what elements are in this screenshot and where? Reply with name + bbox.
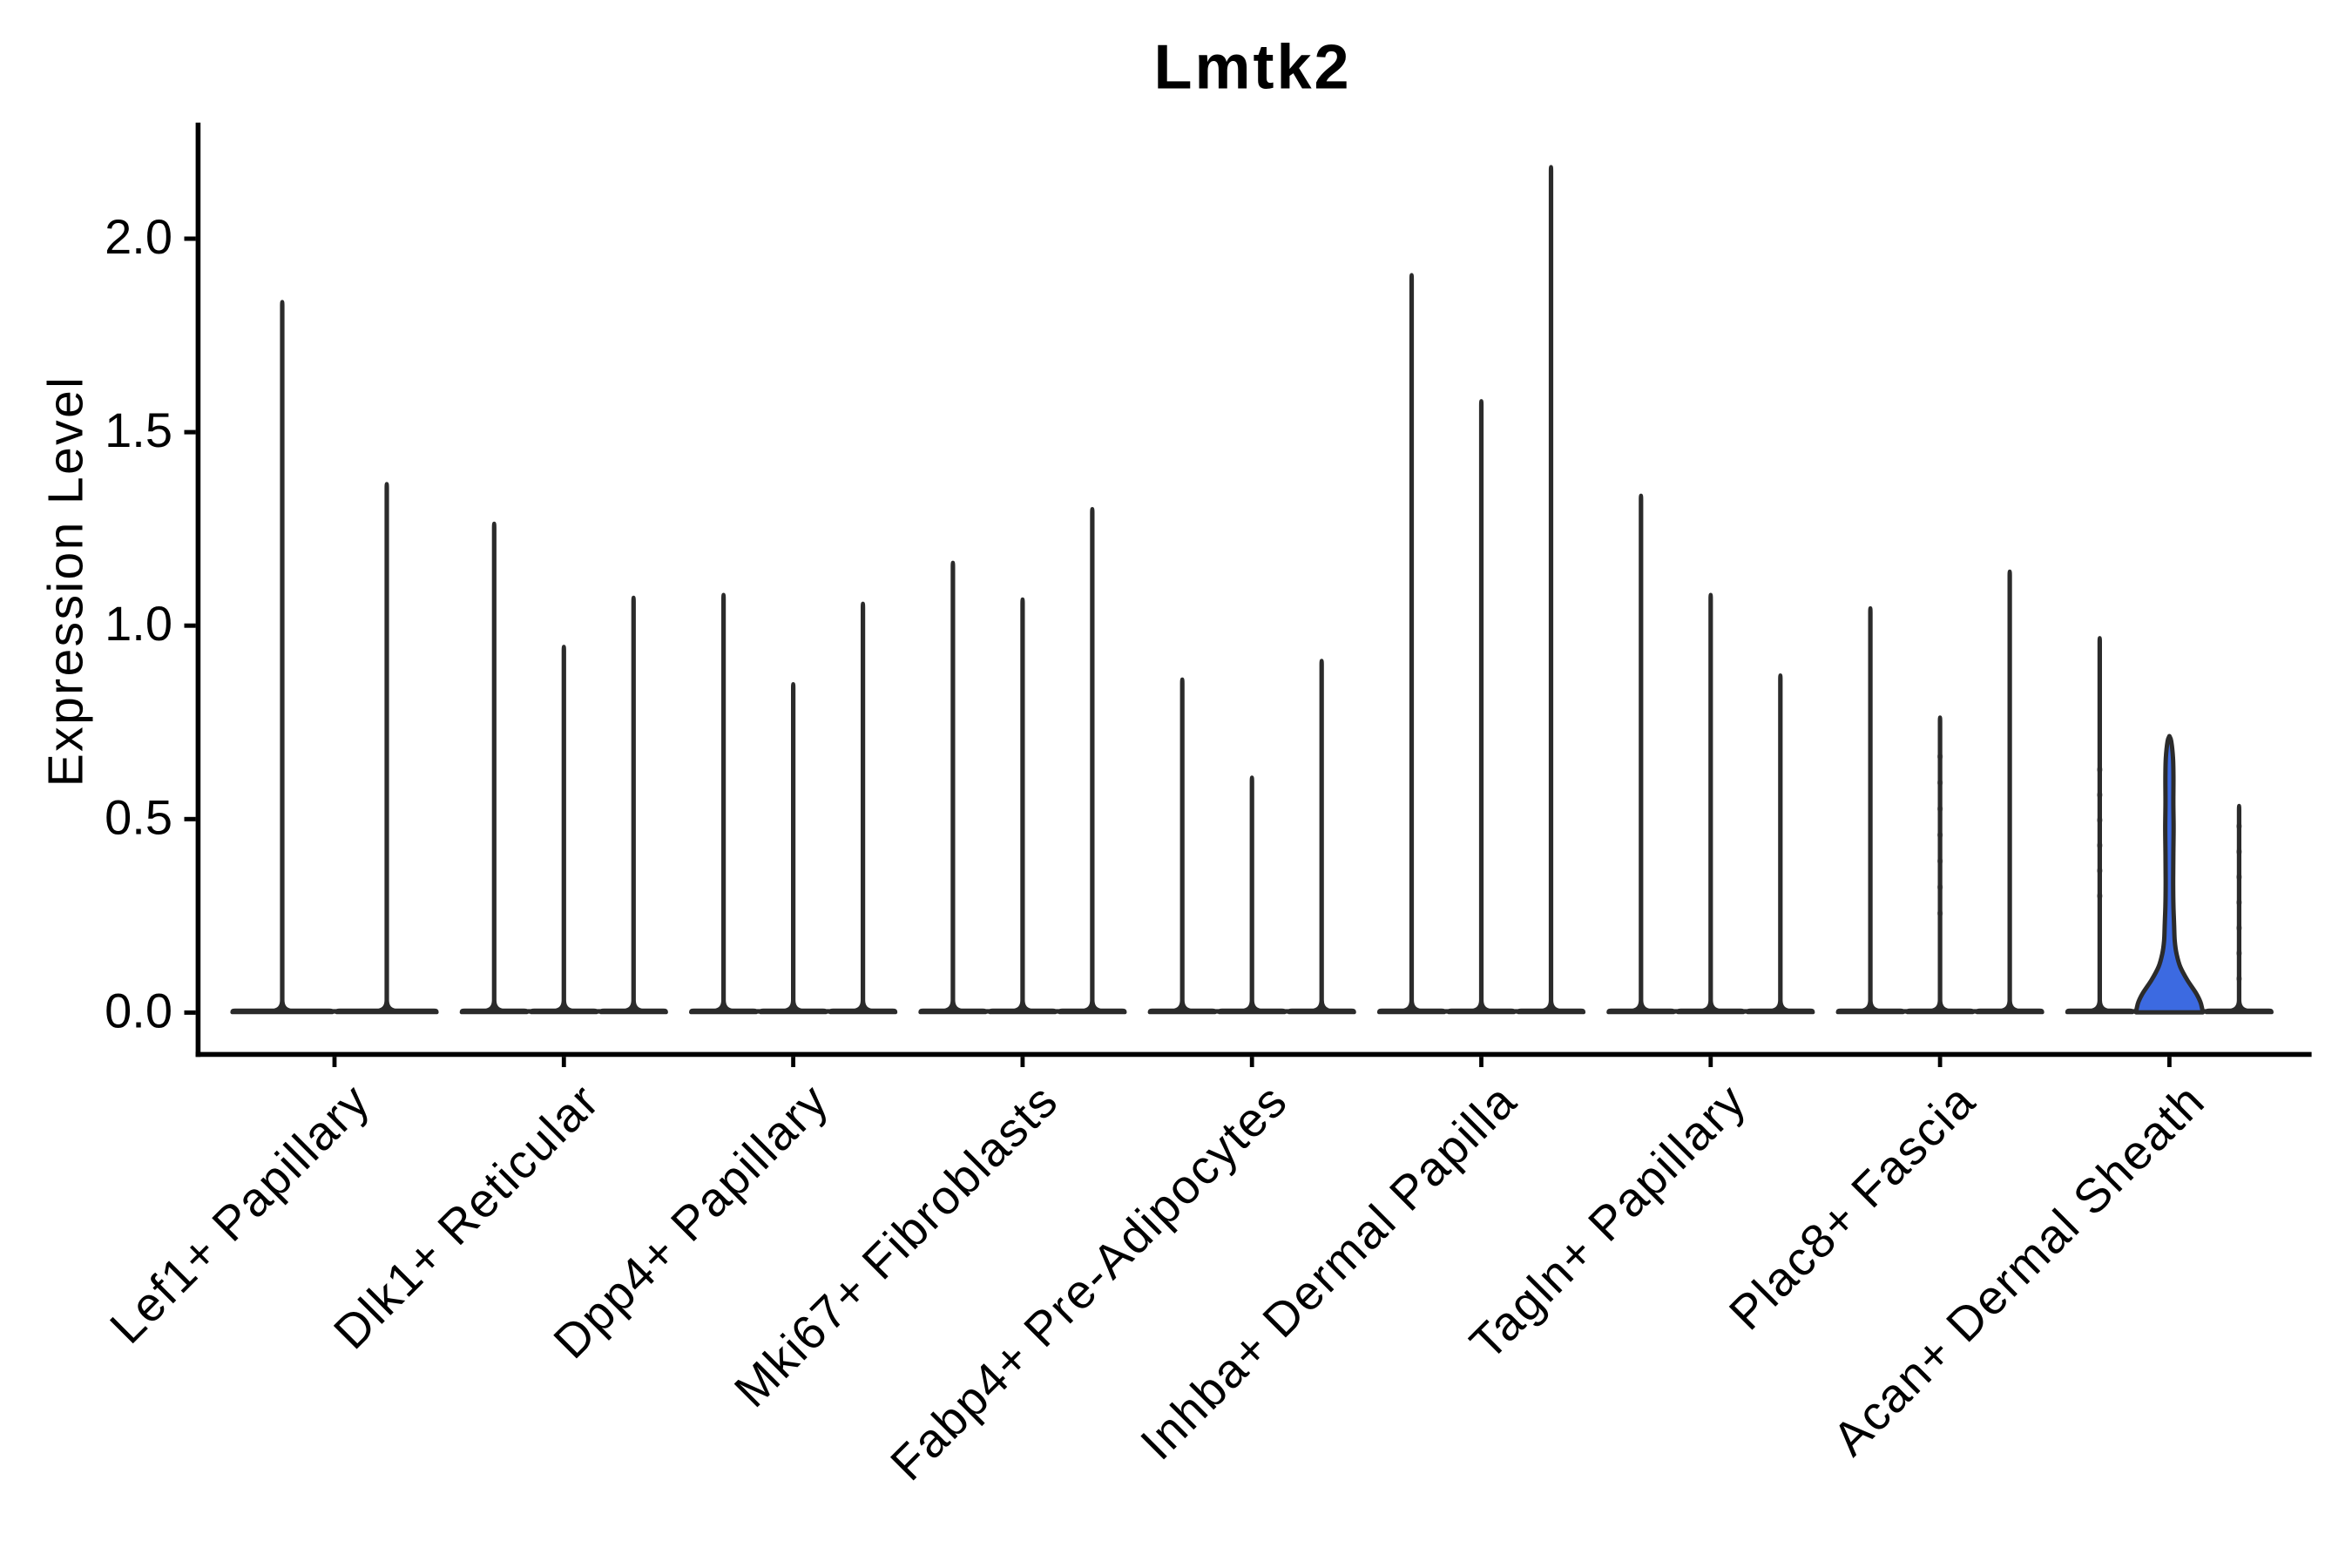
- svg-text:2.0: 2.0: [105, 209, 172, 264]
- svg-text:Expression Level: Expression Level: [38, 375, 94, 787]
- svg-text:1.5: 1.5: [105, 402, 172, 457]
- svg-text:Lmtk2: Lmtk2: [1153, 33, 1351, 103]
- svg-text:1.0: 1.0: [105, 596, 172, 651]
- svg-text:0.5: 0.5: [105, 789, 172, 844]
- svg-text:0.0: 0.0: [105, 983, 172, 1037]
